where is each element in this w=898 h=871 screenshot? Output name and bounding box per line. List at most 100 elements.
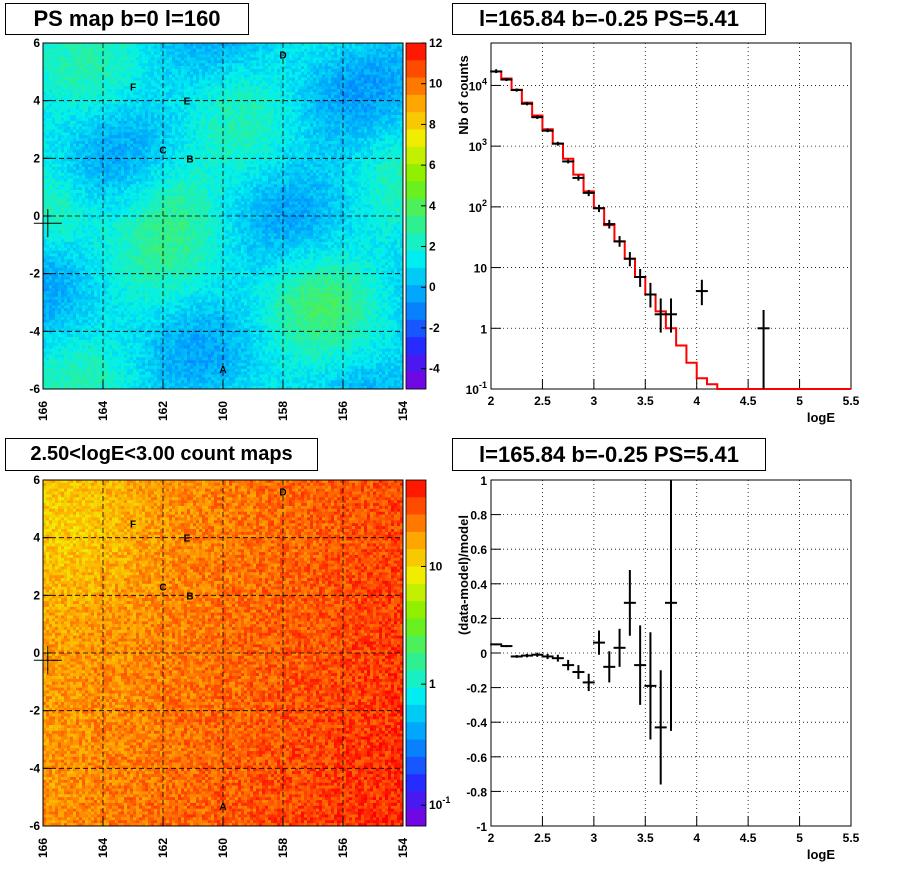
ps-map-cell bbox=[310, 150, 313, 153]
ps-map-cell bbox=[346, 89, 349, 92]
ps-map-cell bbox=[76, 132, 79, 135]
ps-map-cell bbox=[121, 92, 124, 95]
ps-map-cell bbox=[109, 80, 112, 83]
ps-map-cell bbox=[289, 121, 292, 124]
ps-map-cell bbox=[196, 55, 199, 58]
ps-map-cell bbox=[85, 153, 88, 156]
ps-map-cell bbox=[187, 124, 190, 127]
ps-map-cell bbox=[232, 89, 235, 92]
ps-map-cell bbox=[355, 55, 358, 58]
ps-map-cell bbox=[88, 158, 91, 161]
ps-map-cell bbox=[238, 101, 241, 104]
ps-map-cell bbox=[382, 92, 385, 95]
ps-map-cell bbox=[151, 132, 154, 135]
ps-map-cell bbox=[190, 130, 193, 133]
ps-map-cell bbox=[229, 46, 232, 49]
ps-map-cell bbox=[355, 141, 358, 144]
ps-map-cell bbox=[385, 66, 388, 69]
ps-map-cell bbox=[106, 46, 109, 49]
ps-map-cell bbox=[64, 72, 67, 75]
ps-map-cell bbox=[376, 150, 379, 153]
ps-map-cell bbox=[343, 138, 346, 141]
ps-map-cell bbox=[397, 158, 400, 161]
ps-map-cell bbox=[133, 57, 136, 60]
ps-map-cell bbox=[223, 66, 226, 69]
ps-map-cell bbox=[235, 158, 238, 161]
ps-map-cell bbox=[208, 147, 211, 150]
ps-map-cell bbox=[142, 72, 145, 75]
ps-map-cell bbox=[49, 121, 52, 124]
ps-map-cell bbox=[94, 141, 97, 144]
ps-map-cell bbox=[265, 115, 268, 118]
ps-map-cell bbox=[319, 86, 322, 89]
ps-map-cell bbox=[157, 132, 160, 135]
ps-map-cell bbox=[154, 147, 157, 150]
ps-map-cell bbox=[241, 124, 244, 127]
ps-map-cell bbox=[136, 104, 139, 107]
ps-map-cell bbox=[148, 49, 151, 52]
ps-map-cell bbox=[397, 55, 400, 58]
ps-map-cell bbox=[202, 69, 205, 72]
ps-map-cell bbox=[265, 109, 268, 112]
ps-map-cell bbox=[226, 92, 229, 95]
ps-map-cell bbox=[73, 130, 76, 133]
ps-map-cell bbox=[325, 124, 328, 127]
ps-map-cell bbox=[307, 135, 310, 138]
ps-map-cell bbox=[340, 144, 343, 147]
ps-map-cell bbox=[253, 66, 256, 69]
ps-map-cell bbox=[115, 86, 118, 89]
ps-map-cell bbox=[169, 130, 172, 133]
ps-map-cell bbox=[334, 46, 337, 49]
ps-map-cell bbox=[169, 138, 172, 141]
ps-map-cell bbox=[226, 75, 229, 78]
ps-map-cell bbox=[61, 121, 64, 124]
ps-map-cell bbox=[61, 63, 64, 66]
ps-map-cell bbox=[352, 72, 355, 75]
ps-map-cell bbox=[94, 86, 97, 89]
ps-map-cell bbox=[289, 57, 292, 60]
ps-map-cell bbox=[295, 52, 298, 55]
ps-map-cell bbox=[136, 144, 139, 147]
ps-map-cell bbox=[337, 55, 340, 58]
ps-map-cell bbox=[235, 141, 238, 144]
ps-map-cell bbox=[211, 46, 214, 49]
ps-map-cell bbox=[244, 55, 247, 58]
ps-map-cell bbox=[370, 60, 373, 63]
ps-map-cell bbox=[130, 138, 133, 141]
ps-map-cell bbox=[73, 124, 76, 127]
ps-map-cell bbox=[85, 55, 88, 58]
ps-map-cell bbox=[85, 69, 88, 72]
ps-map-cell bbox=[343, 106, 346, 109]
ps-map-cell bbox=[154, 141, 157, 144]
ps-map-cell bbox=[367, 109, 370, 112]
ps-map-cell bbox=[379, 60, 382, 63]
ps-map-cell bbox=[391, 69, 394, 72]
ps-map-cell bbox=[256, 60, 259, 63]
ps-map-cell bbox=[259, 60, 262, 63]
ps-map-cell bbox=[367, 150, 370, 153]
ps-map-cell bbox=[115, 57, 118, 60]
ps-map-cell bbox=[253, 52, 256, 55]
ps-map-cell bbox=[91, 153, 94, 156]
ps-map-cell bbox=[106, 72, 109, 75]
ps-map-cell bbox=[250, 55, 253, 58]
ps-map-cell bbox=[388, 92, 391, 95]
ps-map-cell bbox=[175, 109, 178, 112]
ps-map-cell bbox=[352, 106, 355, 109]
ps-map-cell bbox=[106, 69, 109, 72]
ps-map-cell bbox=[376, 66, 379, 69]
ps-map-cell bbox=[241, 92, 244, 95]
ps-map-cell bbox=[211, 86, 214, 89]
ps-map-cell bbox=[214, 153, 217, 156]
ps-map-cell bbox=[313, 92, 316, 95]
ps-map-cell bbox=[199, 104, 202, 107]
ps-map-cell bbox=[145, 95, 148, 98]
ps-map-cell bbox=[97, 135, 100, 138]
ps-map-cell bbox=[358, 66, 361, 69]
ps-map-cell bbox=[154, 83, 157, 86]
ps-map-cell bbox=[67, 104, 70, 107]
ps-map-cell bbox=[265, 95, 268, 98]
ps-map-cell bbox=[262, 92, 265, 95]
ps-map-cell bbox=[358, 92, 361, 95]
ps-map-cell bbox=[397, 121, 400, 124]
